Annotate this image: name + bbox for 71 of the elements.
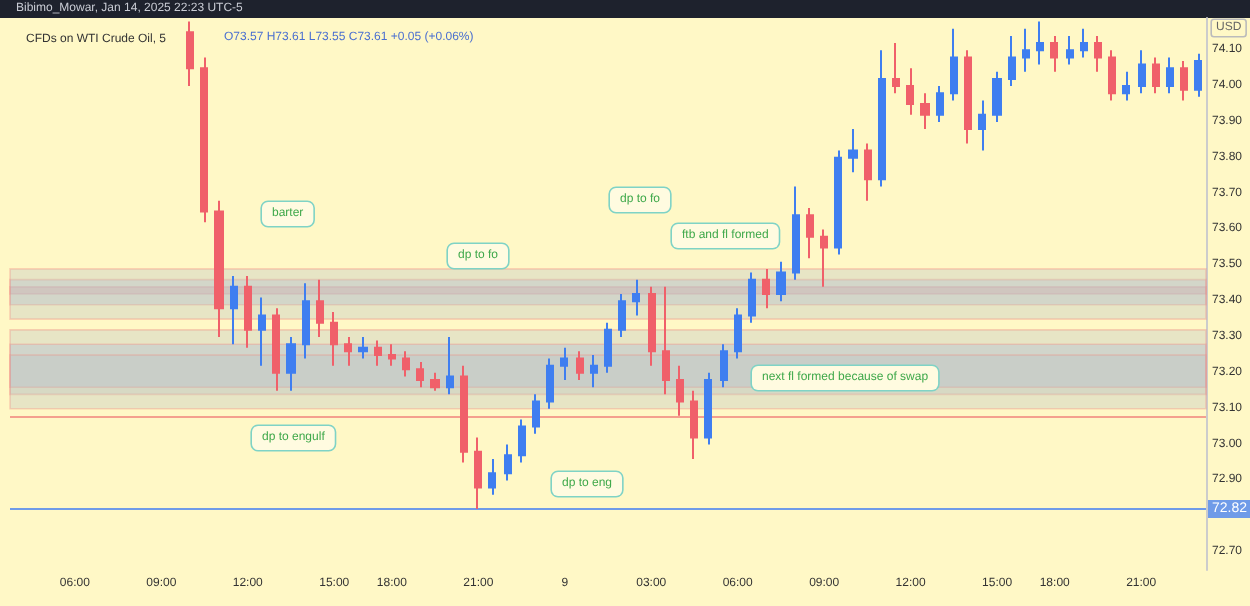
candlestick [604,321,612,374]
candlestick [992,70,1002,123]
candlestick [690,389,698,460]
candlestick [1008,34,1016,88]
candlestick [316,278,324,339]
candlestick [834,149,842,256]
candlestick [978,99,986,152]
candlestick [748,271,756,324]
candlestick [302,282,310,360]
candlestick [1194,52,1202,98]
candlestick [792,185,800,281]
candlestick [388,343,396,367]
candlestick [330,310,338,367]
candlestick [864,142,872,202]
candlestick [374,339,382,367]
candlestick [186,20,194,88]
candlestick [820,228,828,288]
candlestick [258,296,266,367]
candlestick [1180,60,1188,102]
candlestick [1036,20,1044,66]
candlestick [1152,56,1160,95]
candlestick [402,350,410,378]
candlestick [734,307,742,360]
candlestick [1050,34,1058,73]
candlestick [488,457,496,496]
candlestick [430,371,440,392]
candlestick [1122,70,1130,102]
candlestick [950,27,958,102]
candlestick [776,260,786,303]
candlestick [1080,27,1088,59]
candlestick [920,92,930,131]
candlestick [286,336,296,392]
candlestick [416,361,424,389]
candlestick [1022,27,1030,73]
candlestick [648,285,656,367]
candlestick [504,443,512,482]
candlestick [230,275,238,346]
candlestick [460,364,468,464]
candlestick [762,267,770,310]
candlestick [1108,49,1116,102]
candlestick [446,336,454,396]
candlestick [518,418,526,464]
candlestick [720,343,728,389]
candlestick [546,357,554,410]
candlestick [214,199,224,339]
candlestick [676,364,684,417]
candlestick [344,336,352,367]
candlestick [848,128,858,174]
candlestick [964,49,972,145]
candlestick [632,278,640,317]
candlestick [560,346,568,382]
candlestick [474,436,482,511]
candlestick [200,56,208,224]
candlestick [272,307,280,392]
candlestick [358,336,368,360]
candlestick [906,67,914,116]
candlestick [618,293,626,339]
candlestick [532,393,540,435]
candlestick [704,371,712,446]
candlestick [576,350,584,382]
candlestick [244,275,252,349]
candlestick [806,206,814,260]
candlestick [1066,34,1074,66]
candlestick [892,42,900,95]
candlestick [1166,56,1174,95]
candlestick [1094,34,1102,73]
candlestick [1138,49,1146,95]
candlestick [878,49,886,188]
candlestick [936,85,944,123]
candlestick [662,285,670,396]
candlestick [590,353,598,389]
